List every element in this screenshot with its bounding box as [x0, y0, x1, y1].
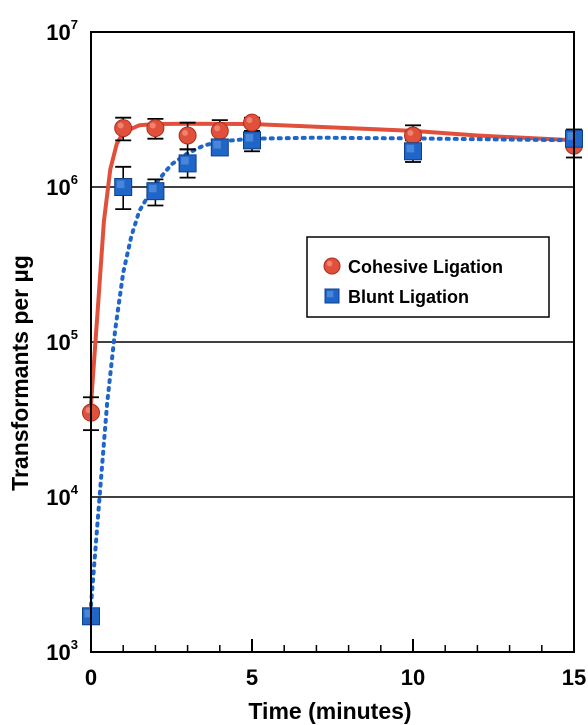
legend-symbol-cohesive	[324, 258, 340, 274]
x-tick-label-1: 5	[246, 665, 258, 690]
x-tick-label-2: 10	[401, 665, 425, 690]
y-axis-title: Transformants per µg	[7, 255, 33, 491]
legend-label-blunt: Blunt Ligation	[348, 287, 469, 307]
legend-marker-blunt	[325, 289, 339, 303]
x-tick-label-0: 0	[85, 665, 97, 690]
data-point-blunt-5	[244, 132, 261, 149]
data-point-cohesive-3	[179, 127, 196, 144]
legend-marker-cohesive	[324, 258, 340, 274]
data-point-blunt-1	[115, 179, 132, 196]
data-point-blunt-3	[179, 155, 196, 172]
legend: Cohesive Ligation Blunt Ligation	[307, 237, 549, 317]
x-axis-title: Time (minutes)	[248, 698, 411, 724]
legend-symbol-blunt	[325, 289, 339, 303]
data-point-blunt-4	[211, 139, 228, 156]
data-point-blunt-6	[405, 143, 422, 160]
data-point-blunt-2	[147, 183, 164, 200]
data-point-cohesive-4	[211, 122, 228, 139]
legend-label-cohesive: Cohesive Ligation	[348, 257, 503, 277]
data-point-cohesive-5	[244, 114, 261, 131]
data-point-cohesive-2	[147, 120, 164, 137]
x-tick-label-3: 15	[562, 665, 586, 690]
data-point-cohesive-6	[405, 127, 422, 144]
data-point-cohesive-1	[115, 120, 132, 137]
